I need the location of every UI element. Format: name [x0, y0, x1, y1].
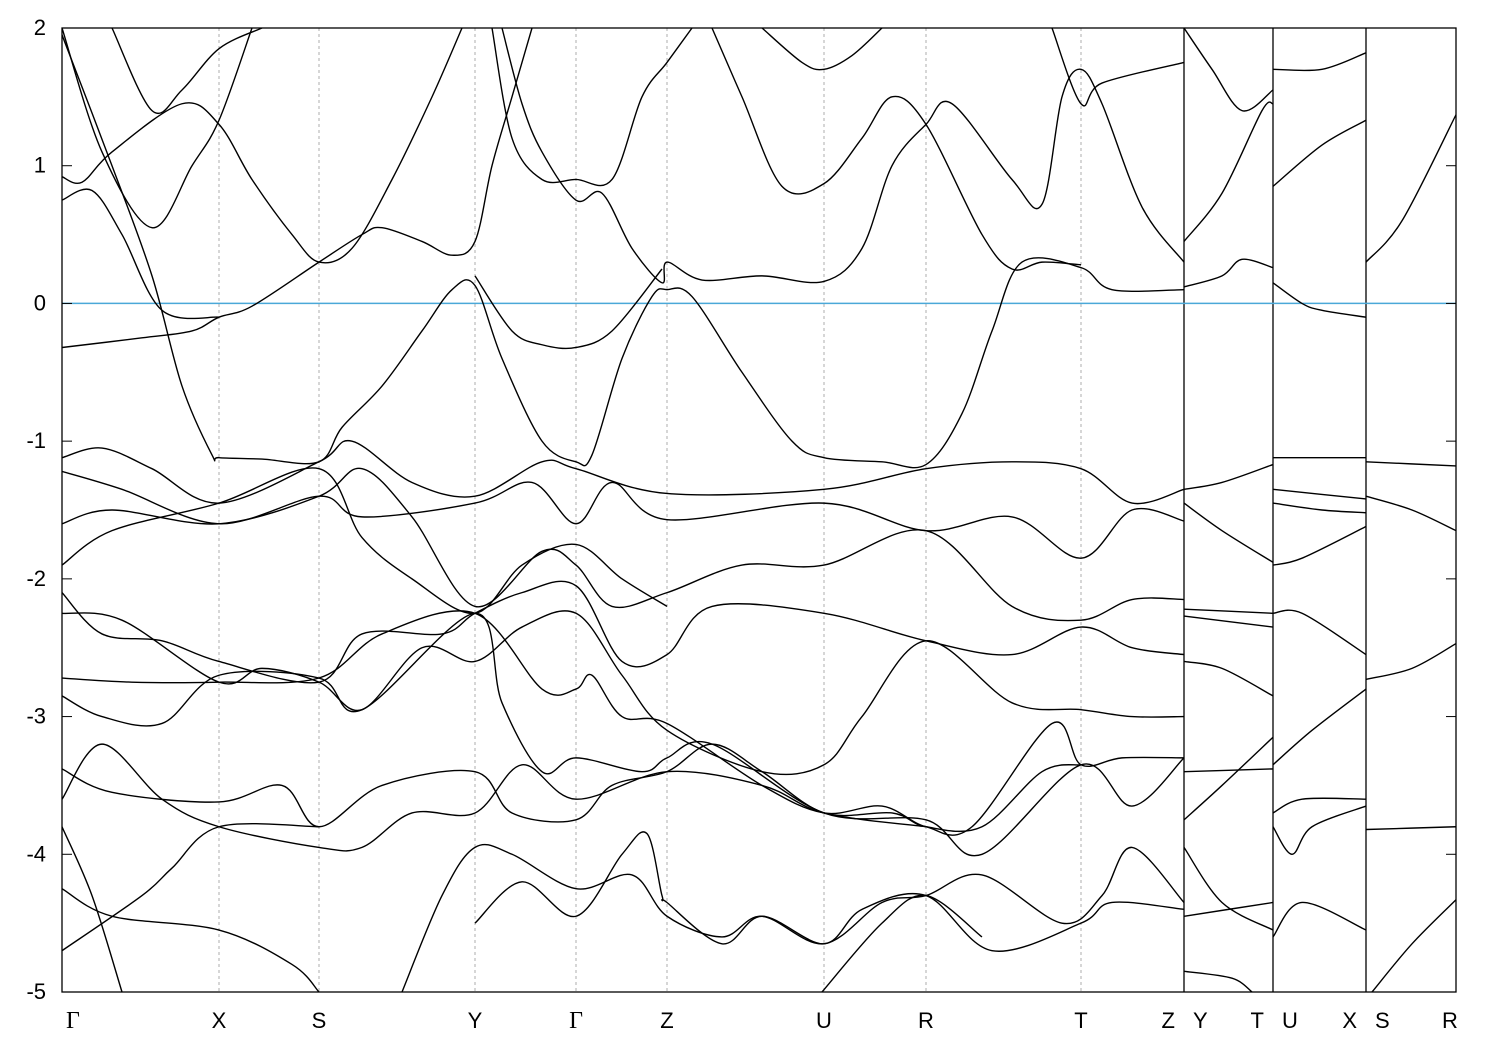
band-line [491, 28, 693, 187]
y-tick-label: -4 [26, 841, 46, 866]
x-tick-label: Z [660, 1008, 673, 1033]
band-line [1051, 28, 1185, 107]
band-line [1183, 615, 1274, 628]
x-tick-label: T [1251, 1008, 1264, 1033]
band-line [62, 888, 320, 992]
band-line [62, 188, 220, 320]
bands [62, 28, 1456, 992]
band-line [501, 28, 1185, 284]
band-line [1183, 463, 1274, 491]
band-line [1183, 847, 1274, 931]
band-line [1272, 805, 1367, 855]
x-tick-label: S [312, 1008, 327, 1033]
band-line [1183, 258, 1274, 288]
y-axis: -5 -4 -3 -2 -1 0 1 2 [26, 15, 1456, 1004]
band-line [62, 28, 533, 349]
x-tick-label: U [816, 1008, 832, 1033]
band-line [62, 580, 1185, 684]
band-line [62, 34, 1185, 469]
band-line [1183, 970, 1253, 992]
band-line [821, 894, 983, 992]
band-line [62, 610, 1185, 776]
band-line [711, 28, 1082, 271]
band-line [62, 28, 463, 264]
x-tick-label: Γ [569, 1008, 583, 1034]
band-line [1272, 502, 1367, 514]
y-tick-label: 1 [34, 153, 46, 178]
band-line [1183, 660, 1274, 697]
band-line [62, 467, 668, 614]
band-line [1272, 488, 1367, 500]
y-tick-label: 0 [34, 290, 46, 315]
band-line [62, 439, 1185, 505]
plot-frame [61, 27, 1457, 993]
band-line [62, 28, 253, 229]
band-line [474, 268, 663, 350]
x-tick-label: R [1442, 1008, 1458, 1033]
x-tick-label: Y [468, 1008, 483, 1033]
band-line [1183, 768, 1274, 773]
band-line [1183, 101, 1274, 242]
band-line [1365, 642, 1456, 681]
y-tick-label: -5 [26, 979, 46, 1004]
band-line [111, 28, 263, 114]
band-line [62, 823, 320, 952]
band-line [1365, 461, 1456, 467]
band-line [62, 467, 1185, 622]
x-tick-label: X [1342, 1008, 1357, 1033]
x-tick-label: Z [1162, 1008, 1175, 1033]
y-tick-label: -2 [26, 566, 46, 591]
band-line [1371, 899, 1456, 992]
band-line [1365, 826, 1456, 831]
band-line [1272, 119, 1367, 187]
band-line [1272, 901, 1367, 938]
x-tick-label: R [918, 1008, 934, 1033]
band-line [62, 610, 1185, 836]
y-tick-label: -3 [26, 704, 46, 729]
x-tick-label: Y [1193, 1008, 1208, 1033]
band-line [1272, 688, 1367, 766]
band-line [1365, 114, 1456, 263]
band-line [1365, 495, 1456, 532]
band-line [62, 743, 1082, 833]
plot-border [61, 27, 1457, 993]
band-line [474, 831, 1185, 952]
x-tick-label: T [1074, 1008, 1087, 1033]
grid-lines [62, 28, 1456, 992]
band-line [401, 843, 1185, 992]
band-line [62, 826, 123, 992]
x-tick-label: U [1282, 1008, 1298, 1033]
band-line [1272, 282, 1367, 318]
band-line [62, 470, 1185, 559]
band-line [62, 743, 927, 852]
band-line [1272, 609, 1367, 656]
band-line [761, 28, 883, 71]
band-line [1183, 608, 1274, 614]
band-line [1183, 502, 1274, 563]
band-line [1272, 797, 1367, 814]
y-tick-label: 2 [34, 15, 46, 40]
y-tick-label: -1 [26, 428, 46, 453]
band-line [1183, 901, 1274, 917]
x-tick-label: Γ [66, 1008, 80, 1034]
band-line [1272, 525, 1367, 566]
x-tick-label: S [1375, 1008, 1390, 1033]
band-line [1183, 736, 1274, 821]
x-tick-label: X [212, 1008, 227, 1033]
band-line [62, 612, 1185, 857]
band-line [1272, 52, 1367, 72]
band-line [1183, 28, 1274, 112]
